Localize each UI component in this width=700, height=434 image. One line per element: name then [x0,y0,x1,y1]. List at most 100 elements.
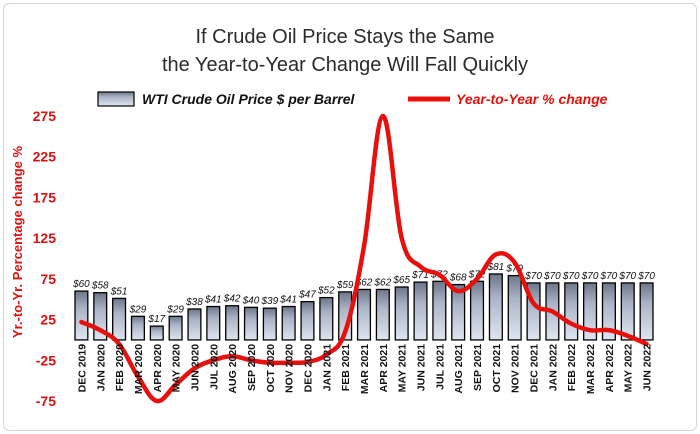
x-tick-label: JUN 2022 [642,344,654,391]
y-tick-label: 25 [40,312,56,328]
bar-data-label: $72 [468,269,486,280]
bar [394,286,409,341]
x-tick-label: JAN 2020 [95,344,107,391]
x-tick-label: JUN 2020 [189,344,201,391]
legend: WTI Crude Oil Price $ per Barrel Year-to… [97,91,608,107]
bar [319,296,334,341]
bar-data-label: $29 [166,304,184,315]
chart-title-line1: If Crude Oil Price Stays the Same [195,26,494,48]
x-tick-label: JAN 2021 [321,344,333,391]
bar [243,306,259,341]
x-tick-label: JAN 2022 [547,344,559,391]
x-tick-label: JUN 2021 [416,344,428,391]
bar-data-label: $70 [618,271,636,282]
bar-data-label: $81 [487,262,505,273]
y-axis-label: Yr.-to-Yr. Percentage change % [10,145,25,338]
bar-data-label: $17 [147,314,165,325]
y-ticks: 275 225 175 125 75 25 -25 -75 [33,108,57,409]
x-tick-label: APR 2021 [378,344,390,393]
x-tick-label: APR 2020 [152,344,164,393]
bar-data-label: $70 [524,271,542,282]
bar [130,315,145,341]
x-tick-label: JUL 2021 [434,344,446,390]
x-tick-label: SEP 2021 [472,344,484,391]
bar-labels: $60 $58$51$29$17$29$38 $41 $42 $40 $39 $41 $47 $… [72,262,655,325]
bar-data-label: $70 [543,271,561,282]
bar [564,282,579,341]
bar-data-label: $62 [355,277,373,288]
bar-data-label: $65 [392,275,410,286]
y-tick-label: 75 [40,271,56,287]
bar [262,307,277,341]
bar-data-label: $40 [242,295,260,306]
bar-data-label: $42 [223,294,241,305]
x-tick-label: SEP 2020 [246,344,258,391]
bar-data-label: $38 [185,297,203,308]
yoy-change-line [79,113,649,404]
x-tick-label: OCT 2020 [265,344,277,393]
x-tick-label: DEC 2019 [76,344,88,393]
bar [149,325,164,341]
bar [488,273,503,341]
bar-data-label: $58 [91,281,109,292]
y-tick-label: -25 [36,352,56,368]
bar [583,282,598,341]
y-tick-label: 125 [33,230,57,246]
x-tick-label: FEB 2020 [114,344,126,391]
x-tick-label: FEB 2021 [340,344,352,391]
bar [206,305,221,341]
bar [300,301,315,341]
bar-data-label: $70 [581,271,599,282]
x-tick-label: MAR 2022 [585,344,597,394]
y-tick-label: 225 [33,149,57,165]
bar [187,308,202,341]
x-tick-label: MAR 2020 [133,344,145,394]
bar-data-label: $29 [129,304,147,315]
x-tick-label: NOV 2021 [510,344,522,393]
bar [356,288,372,341]
bar-data-label: $70 [637,271,655,282]
bar-data-label: $41 [204,295,222,306]
x-tick-label: DEC 2020 [302,344,314,393]
bar-data-label: $71 [411,270,429,281]
x-tick-label: DEC 2021 [529,344,541,393]
bar [225,305,240,341]
x-tick-label: AUG 2020 [227,344,239,394]
legend-line-label: Year-to-Year % change [456,91,608,107]
bar-data-label: $51 [110,286,128,297]
x-tick-label: MAY 2021 [397,344,409,393]
bar [639,282,654,341]
x-ticks: DEC 2019 JAN 2020 FEB 2020 MAR 2020 APR 2020… [76,344,653,394]
legend-bar-swatch [97,91,135,107]
bar [601,282,616,341]
bar-data-label: $41 [279,295,297,306]
x-tick-label: APR 2022 [604,344,616,393]
x-tick-label: AUG 2021 [453,344,465,394]
bar [469,280,485,341]
x-tick-label: FEB 2022 [566,344,578,391]
y-tick-label: -75 [36,393,56,409]
bars [74,273,654,341]
y-tick-label: 275 [33,108,57,124]
line-series [79,113,649,404]
bar-data-label: $52 [317,286,335,297]
bar-data-label: $70 [600,271,618,282]
bar [168,315,183,341]
bar [112,297,127,341]
x-tick-label: MAY 2022 [623,344,635,393]
y-tick-label: 175 [33,189,57,205]
bar-data-label: $47 [298,290,316,301]
bar [507,274,522,341]
x-tick-label: NOV 2020 [284,344,296,393]
bar-data-label: $70 [562,271,580,282]
x-tick-label: MAR 2021 [359,344,371,394]
bar-data-label: $60 [72,279,90,290]
x-tick-label: JUL 2020 [208,344,220,390]
x-tick-label: MAY 2020 [171,344,183,393]
bar [375,288,390,341]
bar-data-label: $79 [505,264,523,275]
bar [74,290,89,341]
bar-data-label: $62 [373,277,391,288]
legend-bar-label: WTI Crude Oil Price $ per Barrel [142,91,356,107]
